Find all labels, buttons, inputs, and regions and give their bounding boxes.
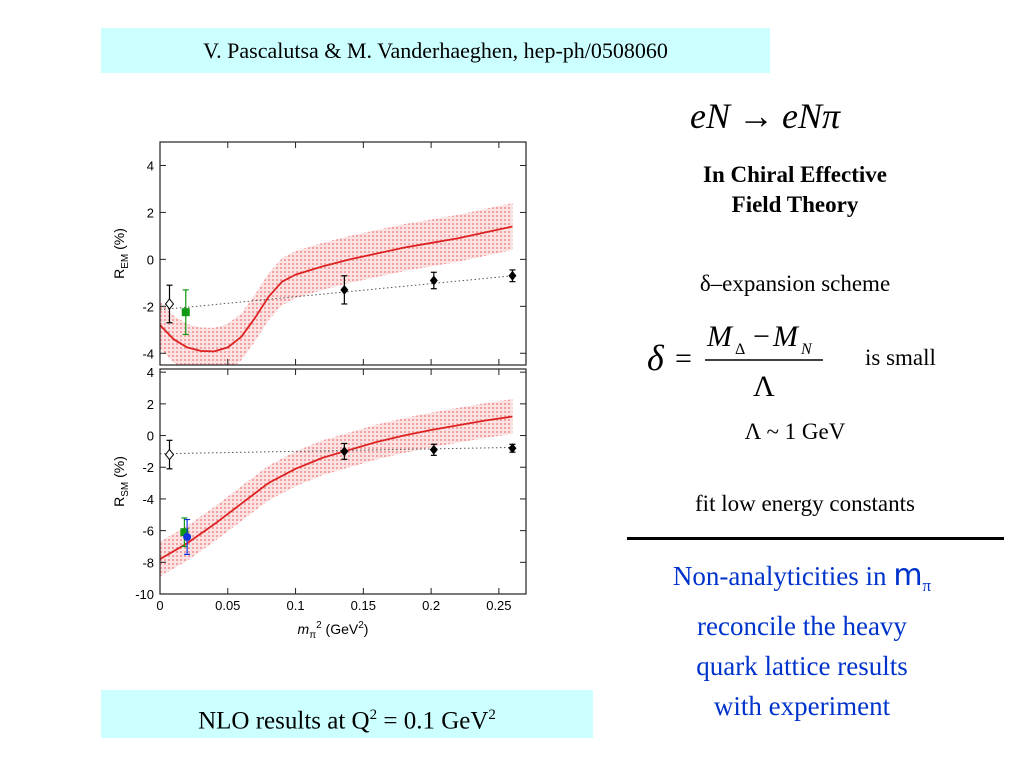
theory-line-1: In Chiral Effective <box>703 162 887 187</box>
panel-1-point-diamond <box>429 275 438 286</box>
formula-delta: δ <box>647 338 665 378</box>
nlo-text-pre: NLO results at Q <box>198 707 370 735</box>
conclusion-line-3: quark lattice results <box>696 651 908 681</box>
citation-text: V. Pascalutsa & M. Vanderhaeghen, hep-ph… <box>203 38 668 63</box>
formula-denominator: Λ <box>753 370 775 403</box>
conclusion-m: m <box>893 558 923 593</box>
panel-2-nlo-curve <box>160 415 513 560</box>
panel-1-point-diamond <box>340 284 349 295</box>
panel-2-point-diamond <box>429 444 438 455</box>
panel-2-point-open-diamond <box>164 448 175 461</box>
panel-2-point-square <box>180 528 189 537</box>
panel-1-dotted-fit-line <box>159 275 513 311</box>
reaction-rhs: eNπ <box>782 96 841 136</box>
panel-2-ytick-label: -8 <box>142 555 154 570</box>
panel-2-ytick-label: -4 <box>142 492 154 507</box>
panel-1-ytick-label: -4 <box>142 346 154 361</box>
panel-1-uncertainty-band <box>160 203 513 365</box>
conclusion-line-2: reconcile the heavy <box>697 611 907 641</box>
panel-2-ytick-label: 0 <box>147 429 154 444</box>
panel-2-ytick-label: -6 <box>142 524 154 539</box>
panel-2-xtick-label: 0.25 <box>486 598 511 613</box>
nlo-banner: NLO results at Q2 = 0.1 GeV2 <box>101 690 593 738</box>
panel-1-ylabel: REM (%) <box>111 228 131 279</box>
formula-num-b: M <box>772 320 800 353</box>
formula-equals: = <box>675 342 692 375</box>
panel-1-nlo-curve <box>160 225 513 353</box>
panel-2-point-diamond <box>508 443 517 454</box>
lambda-scale: Λ ~ 1 GeV <box>744 419 846 444</box>
panel-1-ytick-label: -2 <box>142 299 154 314</box>
theory-line-2: Field Theory <box>731 192 859 217</box>
panel-1-ytick-label: 4 <box>147 158 154 173</box>
nlo-text-mid: = 0.1 GeV <box>377 707 489 735</box>
panel-2-xlabel: mπ2 (GeV2) <box>298 620 369 641</box>
panel-2-xtick-label: 0.2 <box>422 598 440 613</box>
panel-2-uncertainty-band <box>160 399 513 577</box>
delta-formula: δ = M Δ − M N Λ is small <box>647 320 936 403</box>
formula-num-a: M <box>706 320 734 353</box>
panel-2-xtick-label: 0.05 <box>215 598 240 613</box>
nlo-sup-1: 2 <box>369 707 378 723</box>
reaction-formula: eN → eNπ <box>690 93 890 139</box>
panel-2-xtick-label: 0 <box>156 598 163 613</box>
panel-2-ytick-label: -10 <box>135 587 154 602</box>
panel-1-frame <box>159 141 527 366</box>
formula-note: is small <box>865 345 936 370</box>
conclusion-line-1-text: Non-analyticities in <box>672 561 894 591</box>
reaction-arrow: → <box>738 96 774 136</box>
panel-2-point-circle <box>183 532 192 541</box>
panel-2-ylabel: RSM (%) <box>111 456 131 507</box>
scheme-label: δ–expansion scheme <box>699 271 891 296</box>
formula-num-a-sub: Δ <box>735 341 745 358</box>
formula-minus: − <box>753 320 770 353</box>
panel-2-dotted-fit-line <box>159 446 513 455</box>
theory-title: In Chiral Effective Field Theory <box>640 160 950 220</box>
conclusion-line-4: with experiment <box>713 691 891 721</box>
nlo-sup-2: 2 <box>488 707 496 723</box>
panel-2-point-diamond <box>340 446 349 457</box>
panel-2-frame <box>159 368 527 595</box>
panel-2-ytick-label: 2 <box>147 397 154 412</box>
divider-line <box>627 537 1004 540</box>
conclusion-line-1: Non-analyticities in mπ <box>612 556 992 606</box>
panel-1-point-square <box>181 308 190 317</box>
conclusion-text: Non-analyticities in mπ reconcile the he… <box>612 556 992 726</box>
panel-2-ytick-label: 4 <box>147 365 154 380</box>
fit-note: fit low energy constants <box>695 491 915 516</box>
formula-num-b-sub: N <box>800 341 813 358</box>
panel-2-xtick-label: 0.1 <box>287 598 305 613</box>
panel-1-ytick-label: 2 <box>147 205 154 220</box>
panel-1-point-open-diamond <box>164 298 175 310</box>
panel-1-point-diamond <box>508 270 517 281</box>
reaction-lhs: eN <box>690 96 730 136</box>
panel-1-ytick-label: 0 <box>147 252 154 267</box>
panel-2-ytick-label: -2 <box>142 460 154 475</box>
conclusion-pi: π <box>922 576 932 595</box>
panel-2-xtick-label: 0.15 <box>351 598 376 613</box>
citation-banner: V. Pascalutsa & M. Vanderhaeghen, hep-ph… <box>101 28 770 73</box>
